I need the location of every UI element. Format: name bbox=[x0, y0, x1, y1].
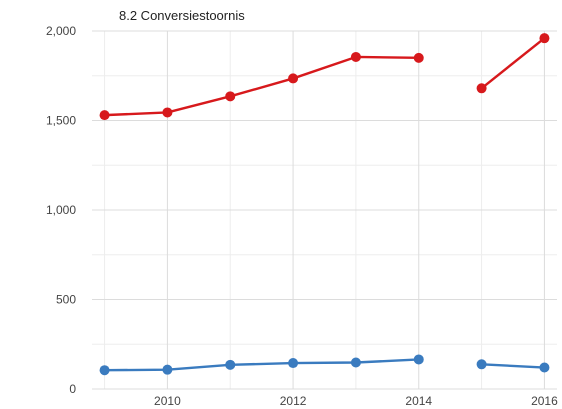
data-point bbox=[413, 52, 424, 63]
data-point bbox=[288, 358, 299, 369]
data-point bbox=[539, 33, 550, 44]
data-point bbox=[162, 107, 173, 118]
data-point bbox=[288, 73, 299, 84]
data-point bbox=[225, 359, 236, 370]
data-point bbox=[225, 91, 236, 102]
x-tick-label: 2012 bbox=[280, 394, 307, 408]
x-tick-label: 2016 bbox=[531, 394, 558, 408]
y-tick-label: 1,000 bbox=[46, 203, 76, 217]
axis-labels: 0 500 1,000 1,500 2,000 2010 2012 2014 2016 bbox=[46, 24, 558, 408]
data-point bbox=[476, 359, 487, 370]
y-tick-label: 2,000 bbox=[46, 24, 76, 38]
y-tick-label: 0 bbox=[69, 382, 76, 396]
data-point bbox=[162, 364, 173, 375]
series-line bbox=[104, 358, 419, 372]
chart-title: 8.2 Conversiestoornis bbox=[119, 8, 245, 23]
x-tick-label: 2010 bbox=[154, 394, 181, 408]
x-tick-label: 2014 bbox=[405, 394, 432, 408]
data-point bbox=[350, 357, 361, 368]
series-line bbox=[104, 55, 419, 117]
y-tick-label: 500 bbox=[56, 293, 76, 307]
series-0 bbox=[99, 33, 550, 121]
series bbox=[99, 33, 550, 376]
data-point bbox=[413, 354, 424, 365]
y-tick-label: 1,500 bbox=[46, 114, 76, 128]
series-line bbox=[480, 37, 546, 90]
data-point bbox=[99, 110, 110, 121]
series-1 bbox=[99, 354, 550, 376]
data-point bbox=[350, 51, 361, 62]
data-point bbox=[99, 365, 110, 376]
data-point bbox=[476, 83, 487, 94]
grid bbox=[92, 30, 557, 390]
series-line bbox=[481, 363, 545, 369]
data-point bbox=[539, 362, 550, 373]
